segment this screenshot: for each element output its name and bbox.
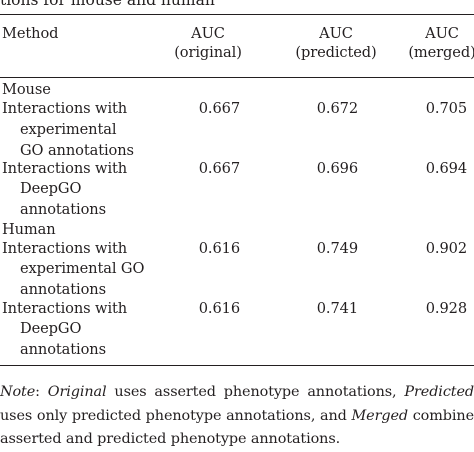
cell-auc-merged: 0.694 (425, 160, 467, 177)
row-label-line: Interactions with (2, 300, 128, 317)
header-merged-line2: (merged) (408, 44, 474, 61)
row-label-line: experimental GO (20, 260, 145, 277)
bottom-rule (0, 365, 474, 367)
top-rule (0, 14, 474, 16)
row-label-line: Interactions with (2, 160, 128, 177)
header-original-line1: AUC (191, 25, 225, 42)
note-term-merged: Merged (351, 407, 409, 424)
row-label-line: annotations (20, 201, 106, 218)
header-merged-line1: AUC (425, 25, 459, 42)
cell-auc-merged: 0.902 (425, 240, 467, 257)
table-caption: tions for mouse and human (0, 0, 474, 10)
row-label-line: DeepGO (20, 180, 82, 197)
note-text: uses asserted phenotype annotations, (106, 384, 405, 400)
row-label-line: Interactions with (2, 100, 128, 117)
cell-auc-predicted: 0.749 (316, 240, 358, 257)
note-text: uses only predicted phenotype annotation… (0, 407, 352, 424)
cell-auc-predicted: 0.696 (316, 160, 358, 177)
header-original-line2: (original) (174, 44, 242, 61)
caption-text: tions for mouse and human (0, 0, 215, 9)
row-label-line: annotations (20, 281, 106, 298)
cell-auc-merged: 0.928 (425, 300, 467, 317)
note-label: Note (0, 384, 36, 400)
header-rule (0, 77, 474, 78)
cell-auc-merged: 0.705 (425, 100, 467, 117)
section-label-human: Human (2, 221, 56, 238)
table-note: Note: Original uses asserted phenotype a… (0, 381, 474, 452)
header-predicted-line1: AUC (319, 25, 353, 42)
note-term-predicted: Predicted (404, 384, 474, 400)
cell-auc-original: 0.616 (198, 300, 240, 317)
section-label-mouse: Mouse (2, 81, 51, 98)
cell-auc-predicted: 0.672 (316, 100, 358, 117)
header-method: Method (2, 25, 59, 42)
note-colon: : (35, 384, 48, 400)
cell-auc-original: 0.616 (198, 240, 240, 257)
note-term-original: Original (47, 384, 107, 400)
row-label-line: annotations (20, 341, 106, 358)
header-predicted-line2: (predicted) (295, 44, 377, 61)
cell-auc-original: 0.667 (198, 100, 240, 117)
row-label-line: experimental (20, 121, 117, 138)
row-label-line: GO annotations (20, 142, 134, 159)
cell-auc-original: 0.667 (198, 160, 240, 177)
row-label-line: Interactions with (2, 240, 128, 257)
row-label-line: DeepGO (20, 320, 82, 337)
cell-auc-predicted: 0.741 (316, 300, 358, 317)
